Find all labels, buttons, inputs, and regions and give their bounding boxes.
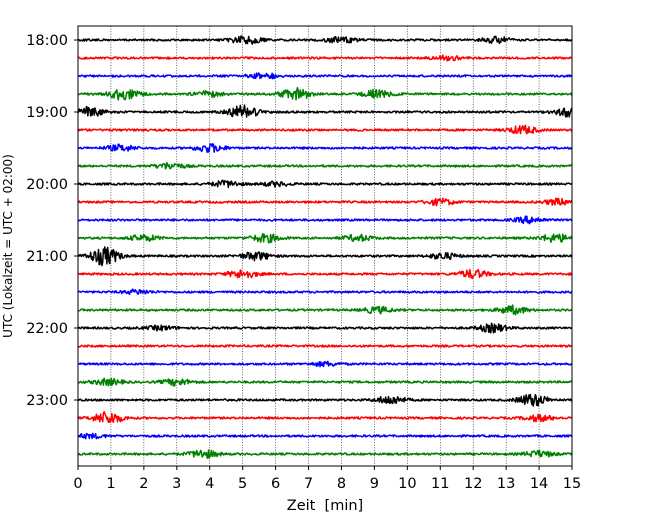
x-tick-label: 2	[139, 476, 148, 492]
trace-line	[77, 268, 573, 280]
x-tick-label: 10	[398, 476, 416, 492]
grid-layer	[110, 26, 540, 466]
trace-line	[77, 377, 573, 387]
x-tick-label: 1	[106, 476, 115, 492]
trace-line	[77, 411, 573, 424]
trace-line	[77, 246, 573, 267]
x-axis-title: Zeit [min]	[287, 498, 363, 514]
x-tick-label: 5	[238, 476, 247, 492]
x-tick-label: 13	[497, 476, 515, 492]
x-tick-label: 4	[205, 476, 214, 492]
plot-frame	[77, 25, 573, 467]
trace-line	[77, 215, 573, 225]
trace-line	[77, 124, 573, 135]
trace-line	[77, 432, 573, 440]
trace-line	[77, 304, 573, 316]
y-tick-label: 20:00	[26, 177, 68, 193]
trace-line	[77, 393, 573, 407]
x-tick-label: 8	[337, 476, 346, 492]
trace-line	[77, 360, 573, 368]
y-tick-layer: 18:00 19:00 20:00 21:00 22:00 23:00	[26, 33, 78, 409]
x-tick-label: 0	[73, 476, 82, 492]
trace-line	[77, 86, 573, 101]
trace-line	[77, 143, 573, 153]
trace-layer	[77, 35, 573, 459]
trace-line	[77, 232, 573, 244]
trace-line	[77, 322, 573, 334]
x-tick-label: 6	[271, 476, 280, 492]
trace-line	[77, 449, 573, 459]
x-tick-label: 9	[370, 476, 379, 492]
trace-line	[77, 161, 573, 170]
trace-line	[77, 288, 573, 296]
y-tick-label: 21:00	[26, 249, 68, 265]
x-tick-label: 12	[464, 476, 482, 492]
y-tick-label: 23:00	[26, 393, 68, 409]
y-tick-label: 19:00	[26, 105, 68, 121]
trace-line	[77, 72, 573, 80]
trace-line	[77, 54, 573, 62]
x-tick-label: 14	[530, 476, 548, 492]
x-tick-label: 7	[304, 476, 313, 492]
x-tick-label: 3	[172, 476, 181, 492]
x-tick-label: 15	[563, 476, 581, 492]
x-tick-layer: 0 1 2 3 4 5 6 7 8 9 10 11 12 13 14 15	[73, 466, 581, 492]
trace-line	[77, 197, 573, 207]
y-axis-title: UTC (Lokalzeit = UTC + 02:00)	[1, 154, 15, 338]
x-tick-label: 11	[431, 476, 449, 492]
trace-line	[77, 179, 573, 189]
trace-line	[77, 344, 573, 348]
trace-line	[77, 35, 573, 45]
trace-line	[77, 104, 573, 118]
y-tick-label: 18:00	[26, 33, 68, 49]
y-tick-label: 22:00	[26, 321, 68, 337]
